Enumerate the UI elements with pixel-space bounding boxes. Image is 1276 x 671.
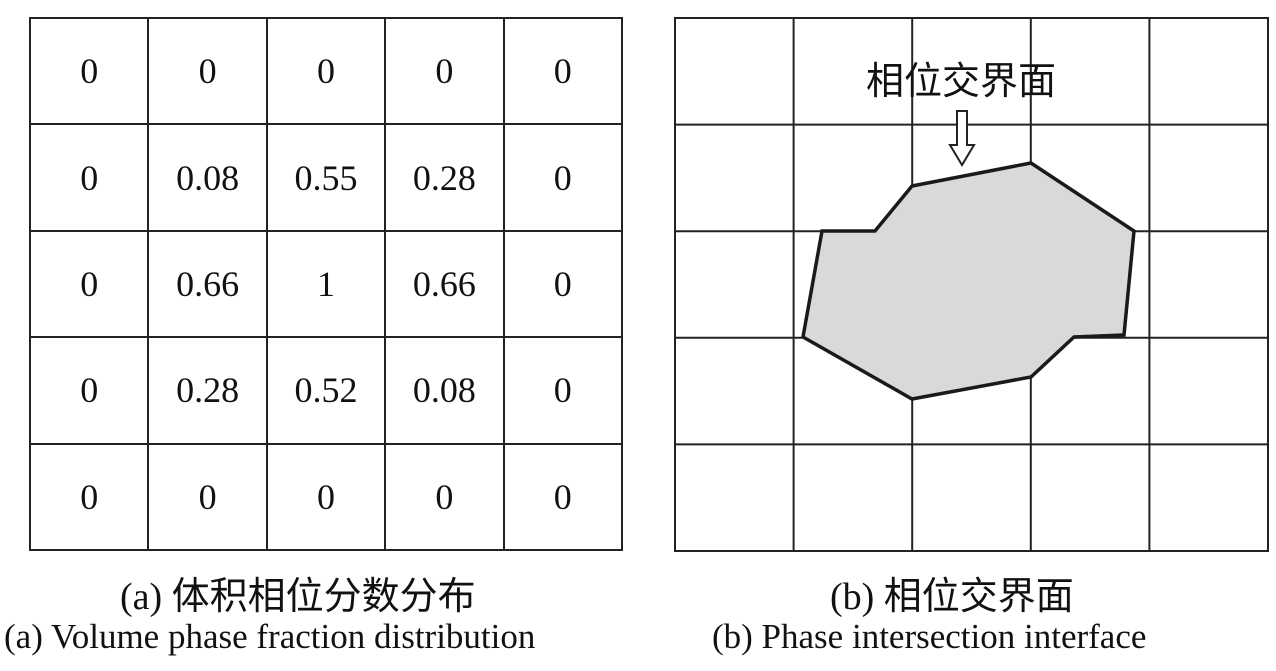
grid-cell: 0 bbox=[504, 125, 623, 232]
grid-cell: 0 bbox=[31, 19, 150, 126]
grid-cell: 0 bbox=[149, 19, 268, 126]
phase-interface-polygon bbox=[801, 161, 1136, 401]
volume-fraction-grid: 0 0 0 0 0 0 0.08 0.55 0.28 0 0 0.66 1 0.66 0 0 0.28 0.52 0… bbox=[29, 17, 623, 551]
grid-cell: 0 bbox=[31, 444, 150, 551]
caption-b-english: (b) Phase intersection interface bbox=[712, 617, 1147, 656]
grid-cell: 0 bbox=[504, 19, 623, 126]
grid-cell: 0 bbox=[267, 19, 387, 126]
phase-interface-diagram bbox=[674, 17, 1269, 552]
caption-a-english: (a) Volume phase fraction distribution bbox=[4, 617, 536, 656]
grid-cell: 0.08 bbox=[386, 338, 505, 445]
grid-cell: 0 bbox=[149, 444, 268, 551]
grid-cell: 0.52 bbox=[267, 338, 387, 445]
grid-cell: 0 bbox=[504, 231, 623, 339]
interface-pointer-arrow bbox=[948, 110, 976, 167]
grid-cell: 0 bbox=[31, 338, 150, 445]
interface-label: 相位交界面 bbox=[866, 59, 1057, 103]
grid-cell: 0.08 bbox=[149, 125, 268, 232]
grid-cell: 0 bbox=[31, 125, 150, 232]
grid-cell: 0 bbox=[267, 444, 387, 551]
grid-cell: 0 bbox=[504, 444, 623, 551]
grid-cell: 0.28 bbox=[149, 338, 268, 445]
grid-cell: 1 bbox=[267, 231, 387, 339]
grid-cell: 0.55 bbox=[267, 125, 387, 232]
interface-grid-lines bbox=[674, 17, 1269, 552]
grid-cell: 0 bbox=[386, 19, 505, 126]
grid-cell: 0 bbox=[386, 444, 505, 551]
grid-cell: 0 bbox=[31, 231, 150, 339]
grid-cell: 0.66 bbox=[149, 231, 268, 339]
caption-a-chinese: (a) 体积相位分数分布 bbox=[120, 576, 476, 618]
grid-cell: 0 bbox=[504, 338, 623, 445]
grid-border bbox=[674, 17, 1269, 552]
caption-b-chinese: (b) 相位交界面 bbox=[830, 576, 1074, 618]
grid-cell: 0.28 bbox=[386, 125, 505, 232]
grid-cell: 0.66 bbox=[386, 231, 505, 339]
